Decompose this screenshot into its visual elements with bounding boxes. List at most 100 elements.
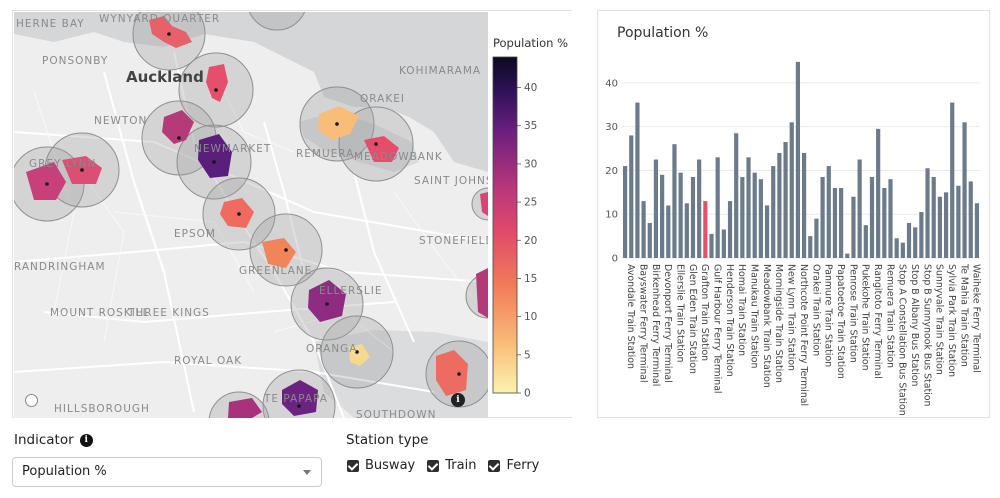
colorbar-title: Population %	[493, 36, 568, 50]
chart-bar[interactable]	[900, 242, 905, 258]
indicator-dropdown[interactable]: Population %	[12, 457, 322, 487]
chart-bar[interactable]	[931, 177, 936, 258]
chart-bar[interactable]	[715, 157, 720, 258]
chart-bar[interactable]	[660, 174, 665, 258]
x-tick-label: Sunnyvale Train Station	[934, 264, 945, 375]
chart-bar[interactable]	[832, 187, 838, 258]
chart-bar[interactable]	[647, 222, 652, 258]
chart-bar[interactable]	[913, 227, 918, 258]
chart-bar[interactable]	[906, 222, 912, 258]
colorbar-svg: Population % 0 5 10 15 20 25 30 35 40	[492, 36, 568, 400]
chart-bar[interactable]	[678, 172, 683, 258]
x-tick-label: Stop B Albany Bus Station	[909, 264, 920, 387]
chart-bar[interactable]	[629, 135, 634, 258]
chart-bar[interactable]	[653, 159, 659, 259]
x-tick-label: Homai Train Station	[736, 264, 747, 356]
chart-bar[interactable]	[968, 181, 973, 258]
indicator-label-text: Indicator	[14, 432, 74, 448]
chart-bar[interactable]	[697, 159, 702, 259]
chart-bar[interactable]	[888, 179, 893, 258]
map-label-ponsonby: PONSONBY	[42, 55, 108, 67]
indicator-info-icon[interactable]: i	[79, 433, 93, 447]
chart-bar[interactable]	[869, 177, 875, 258]
chart-bar[interactable]	[956, 185, 961, 258]
chart-bar[interactable]	[808, 236, 813, 258]
x-tick-label: Papatoetoe Train Station	[835, 264, 846, 379]
chart-bar[interactable]	[962, 122, 967, 259]
chart-bar[interactable]	[672, 144, 677, 258]
chart-bar[interactable]	[727, 201, 733, 258]
chart-bar[interactable]	[709, 233, 714, 258]
chart-bar[interactable]	[740, 177, 745, 258]
chart-bar[interactable]	[925, 168, 930, 258]
chart-bar[interactable]	[943, 192, 949, 258]
map-panel[interactable]: HERNE BAY WYNYARD QUARTER PONSONBY KOHIM…	[12, 10, 572, 418]
chart-bar[interactable]	[752, 172, 757, 258]
station-type-ferry[interactable]: Ferry	[488, 458, 539, 473]
x-tick-label: Bayswater Ferry Terminal	[637, 264, 648, 383]
chart-bar[interactable]	[746, 157, 751, 258]
chart-bar[interactable]	[882, 187, 887, 258]
chart-y-ticks: 0 10 20 30 40	[605, 78, 618, 264]
chart-bar[interactable]	[721, 229, 726, 258]
chart-panel[interactable]: Population % 0 10 20 30 40 Avondale Train St…	[597, 10, 990, 418]
y-tick-label: 40	[605, 78, 618, 89]
chart-bar[interactable]	[666, 205, 671, 258]
chart-bar[interactable]	[857, 159, 862, 259]
chart-bar[interactable]	[845, 253, 850, 258]
x-tick-label: Te Mahia Train Station	[958, 263, 969, 367]
chart-bar[interactable]	[950, 102, 955, 258]
chart-bar[interactable]	[974, 203, 980, 258]
chart-bar[interactable]	[795, 61, 801, 259]
compass-icon[interactable]	[25, 394, 38, 407]
chart-bar[interactable]	[919, 212, 924, 258]
ferry-checkbox[interactable]	[488, 459, 501, 472]
chart-bar[interactable]	[777, 152, 782, 258]
station-points	[45, 32, 461, 408]
map-label-herne-bay: HERNE BAY	[16, 18, 85, 30]
chart-bar[interactable]	[826, 166, 831, 258]
busway-checkbox[interactable]	[347, 459, 359, 472]
map-label-orakei: ORAKEI	[360, 93, 405, 105]
chart-bar[interactable]	[894, 238, 899, 258]
chart-bar[interactable]	[937, 196, 942, 258]
chart-bar[interactable]	[764, 205, 770, 258]
map-canvas[interactable]: HERNE BAY WYNYARD QUARTER PONSONBY KOHIM…	[14, 12, 488, 418]
map-info-icon[interactable]: i	[451, 393, 465, 407]
x-tick-label: Henderson Train Station	[724, 264, 735, 377]
chart-bar[interactable]	[814, 218, 819, 258]
chart-bar[interactable]	[690, 177, 696, 258]
map-label-te-papapa: TE PAPAPA	[263, 393, 328, 405]
chart-bar[interactable]	[703, 201, 708, 258]
chart-bar[interactable]	[801, 152, 807, 258]
colorbar-tick-label: 25	[524, 197, 537, 209]
chart-bars[interactable]	[622, 61, 980, 259]
chart-bar[interactable]	[851, 196, 856, 258]
x-tick-label: Stop B Sunnynook Bus Station	[921, 264, 932, 406]
chart-bar[interactable]	[876, 128, 881, 258]
chart-bar[interactable]	[789, 122, 794, 259]
x-tick-label: Rangitoto Ferry Terminal	[872, 264, 883, 379]
chart-bar[interactable]	[641, 201, 646, 258]
chart-bar[interactable]	[863, 225, 868, 258]
chart-bar[interactable]	[839, 187, 844, 258]
station-type-train[interactable]: Train	[427, 458, 476, 473]
chart-bar[interactable]	[758, 179, 763, 258]
map-label-hillsborough: HILLSBOROUGH	[54, 403, 150, 415]
map-label-three-kings: THREE KINGS	[127, 307, 210, 319]
chevron-down-icon[interactable]	[303, 470, 311, 475]
chart-bar[interactable]	[783, 141, 788, 258]
chart-bar[interactable]	[771, 166, 776, 258]
x-tick-label: Penrose Train Station	[847, 264, 858, 363]
map-label-saint-johns: SAINT JOHNS	[414, 175, 488, 187]
chart-bar[interactable]	[622, 166, 628, 258]
colorbar-gradient	[492, 56, 518, 394]
bar-chart[interactable]: Population % 0 10 20 30 40 Avondale Train St…	[598, 11, 989, 417]
chart-bar[interactable]	[635, 102, 640, 258]
chart-bar[interactable]	[734, 133, 739, 258]
station-type-busway[interactable]: Busway	[347, 458, 415, 473]
train-checkbox[interactable]	[427, 459, 440, 472]
chart-bar[interactable]	[820, 177, 825, 258]
chart-title: Population %	[617, 25, 708, 41]
chart-bar[interactable]	[684, 203, 689, 258]
